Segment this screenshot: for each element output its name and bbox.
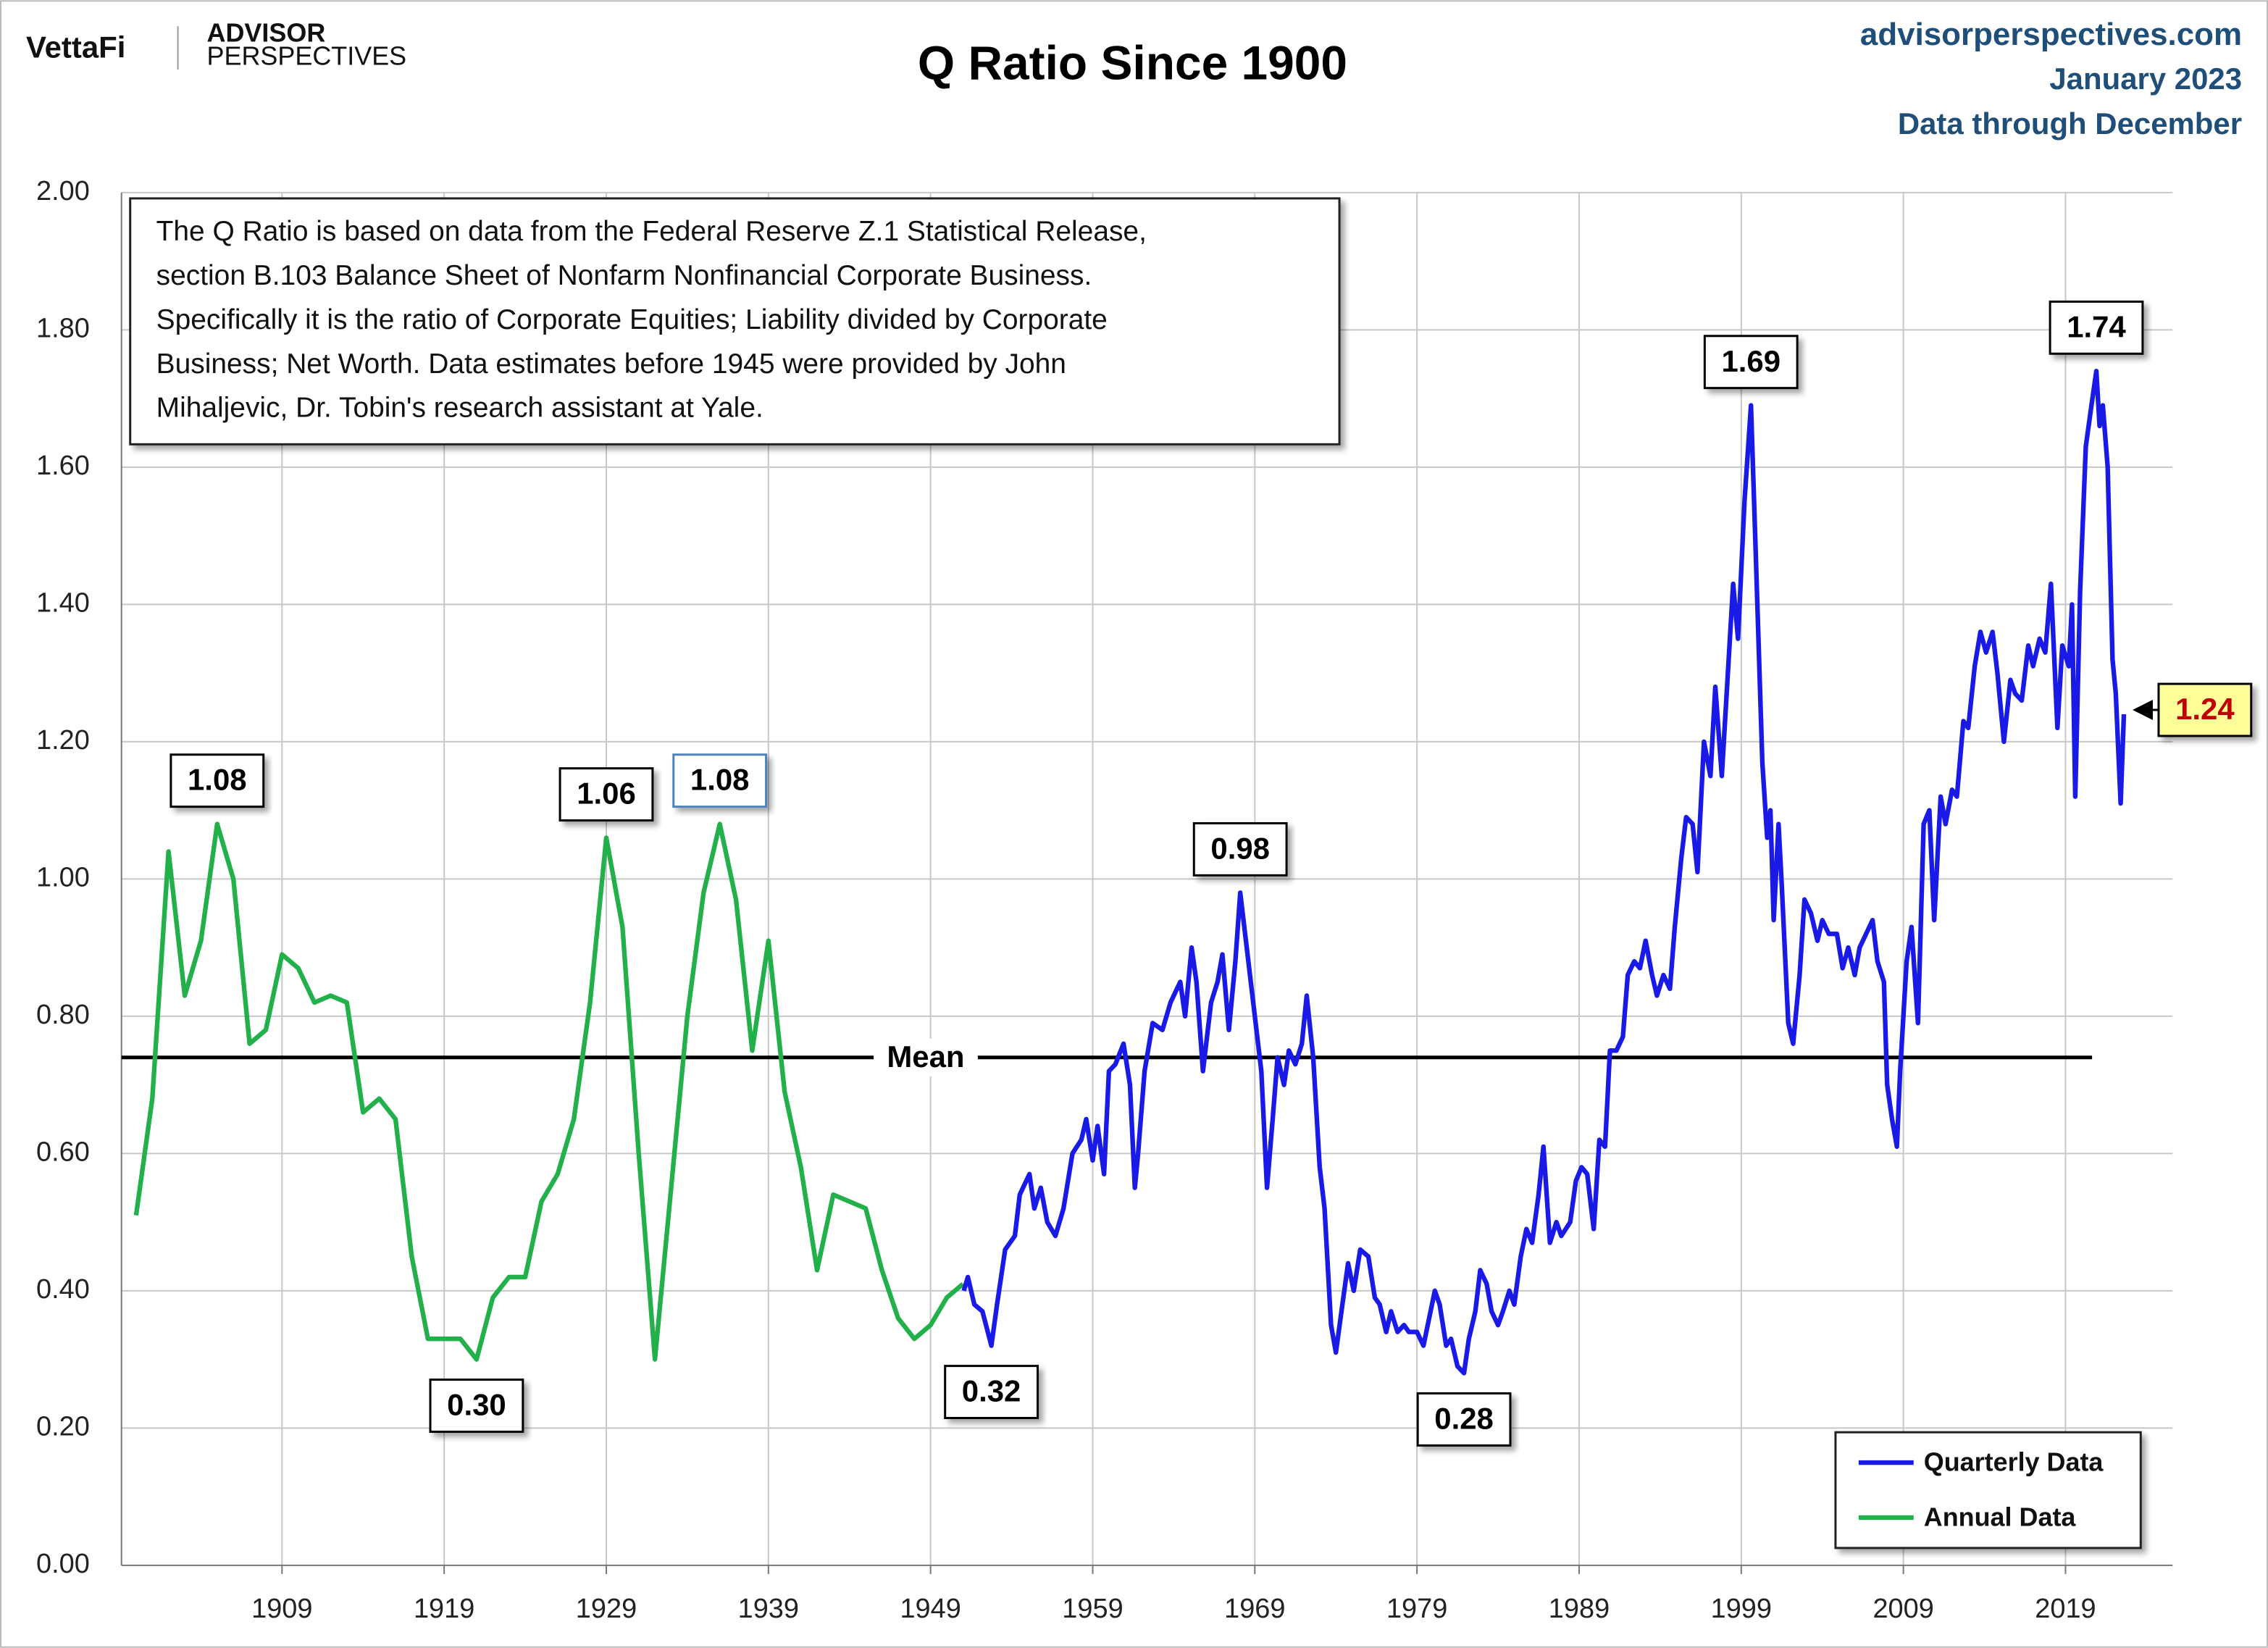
y-tick-label: 1.20 bbox=[36, 725, 90, 756]
annotation-label: 1.69 bbox=[1721, 344, 1780, 378]
x-tick-label: 1919 bbox=[414, 1594, 474, 1624]
mean-label-bg bbox=[874, 1038, 978, 1076]
annotation-box bbox=[429, 1379, 524, 1433]
x-tick-label: 1929 bbox=[576, 1594, 637, 1624]
logo: VettaFi bbox=[26, 30, 125, 64]
chart-title: Q Ratio Since 1900 bbox=[918, 36, 1347, 90]
x-tick-label: 1979 bbox=[1386, 1594, 1447, 1624]
legend-frame bbox=[1834, 1431, 2142, 1549]
x-tick-label: 2009 bbox=[1872, 1594, 1933, 1624]
note-frame bbox=[129, 197, 1341, 446]
annotation-box bbox=[558, 767, 654, 822]
annotation-label: 1.06 bbox=[577, 777, 636, 811]
brand-top: ADVISOR bbox=[207, 18, 326, 48]
note-line: Specifically it is the ratio of Corporat… bbox=[156, 304, 1108, 335]
x-tick-label: 1909 bbox=[251, 1594, 312, 1624]
annotation-arrow bbox=[2133, 700, 2153, 720]
x-tick-label: 1969 bbox=[1224, 1594, 1285, 1624]
x-tick-label: 1949 bbox=[900, 1594, 961, 1624]
note-line: The Q Ratio is based on data from the Fe… bbox=[156, 216, 1147, 247]
annotation-label: 1.74 bbox=[2067, 309, 2126, 343]
note-line: Mihaljevic, Dr. Tobin's research assista… bbox=[156, 393, 763, 424]
note-line: section B.103 Balance Sheet of Nonfarm N… bbox=[156, 260, 1092, 291]
y-tick-label: 0.40 bbox=[36, 1274, 90, 1305]
brand-bottom: PERSPECTIVES bbox=[207, 41, 407, 71]
data-note: Data through December bbox=[1898, 106, 2242, 141]
x-tick-label: 1989 bbox=[1549, 1594, 1610, 1624]
x-tick-label: 1939 bbox=[738, 1594, 799, 1624]
annotation-label: 1.24 bbox=[2175, 692, 2235, 726]
x-tick-label: 2019 bbox=[2035, 1594, 2096, 1624]
annotation-box bbox=[1703, 335, 1799, 390]
legend: Quarterly Data Annual Data bbox=[1834, 1431, 2142, 1549]
y-tick-label: 0.20 bbox=[36, 1411, 90, 1442]
series-line bbox=[133, 821, 965, 1362]
legend-label: Quarterly Data bbox=[1924, 1447, 2104, 1477]
mean-label: Mean bbox=[887, 1040, 964, 1074]
annotation-label: 1.08 bbox=[188, 763, 247, 797]
date: January 2023 bbox=[2049, 62, 2242, 96]
x-tick-label: 1999 bbox=[1711, 1594, 1772, 1624]
note-line: Business; Net Worth. Data estimates befo… bbox=[156, 348, 1066, 380]
annotation-box bbox=[1192, 821, 1288, 877]
y-tick-label: 0.80 bbox=[36, 1000, 90, 1030]
annotation-label: 0.28 bbox=[1434, 1402, 1494, 1436]
annotation-box bbox=[2049, 300, 2144, 355]
annotation-box bbox=[2157, 682, 2253, 737]
annotation-box bbox=[944, 1365, 1039, 1420]
y-tick-label: 1.60 bbox=[36, 451, 90, 481]
annotation-box bbox=[1416, 1392, 1512, 1447]
y-tick-label: 1.80 bbox=[36, 313, 90, 343]
y-tick-label: 1.00 bbox=[36, 862, 90, 892]
series-line bbox=[961, 369, 2127, 1376]
legend-label: Annual Data bbox=[1924, 1502, 2077, 1531]
note-box: The Q Ratio is based on data from the Fe… bbox=[129, 197, 1341, 446]
y-tick-label: 1.40 bbox=[36, 587, 90, 618]
y-tick-label: 0.60 bbox=[36, 1137, 90, 1167]
annotation-label: 0.30 bbox=[447, 1388, 506, 1422]
annotation-label: 0.98 bbox=[1210, 831, 1270, 865]
site: advisorperspectives.com bbox=[1860, 17, 2242, 52]
y-tick-label: 0.00 bbox=[36, 1549, 90, 1579]
annotation-box bbox=[672, 753, 768, 808]
annotation-box bbox=[170, 753, 265, 808]
annotation-label: 1.08 bbox=[690, 763, 750, 797]
x-tick-label: 1959 bbox=[1062, 1594, 1123, 1624]
annotation-label: 0.32 bbox=[962, 1374, 1021, 1408]
y-tick-label: 2.00 bbox=[36, 176, 90, 206]
